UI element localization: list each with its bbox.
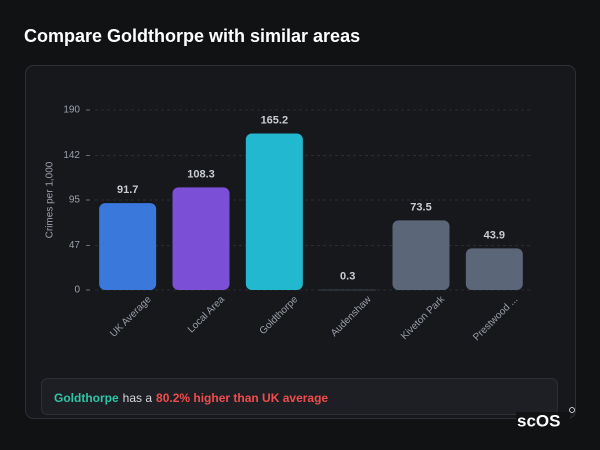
bar — [99, 203, 157, 290]
bar — [465, 248, 523, 290]
summary-area: Goldthorpe — [54, 391, 119, 405]
summary-text: Goldthorpe has a 80.2% higher than UK aver… — [54, 391, 328, 405]
bar — [172, 187, 230, 290]
value-label: 0.3 — [340, 271, 355, 283]
y-tick-label: 47 — [69, 240, 81, 251]
chart-title: Compare Goldthorpe with similar areas — [24, 26, 360, 46]
bar — [245, 133, 303, 290]
y-tick-label: 142 — [63, 150, 80, 161]
logo-registered — [569, 407, 575, 413]
y-axis-label: Crimes per 1,000 — [45, 161, 56, 238]
y-tick-label: 95 — [69, 195, 81, 206]
y-tick-label: 190 — [63, 105, 80, 116]
value-label: 165.2 — [261, 114, 289, 126]
y-tick-label: 0 — [74, 285, 80, 296]
bar — [392, 220, 450, 290]
value-label: 43.9 — [484, 229, 505, 241]
value-label: 73.5 — [410, 201, 431, 213]
bar — [319, 289, 377, 291]
summary-highlight: 80.2% higher than UK average — [156, 391, 328, 405]
summary-box — [41, 378, 558, 415]
value-label: 91.7 — [117, 184, 138, 196]
summary-text-body: has a — [123, 391, 153, 405]
value-label: 108.3 — [187, 168, 215, 180]
logo: scOS — [517, 411, 560, 430]
logo-bg — [516, 412, 570, 432]
